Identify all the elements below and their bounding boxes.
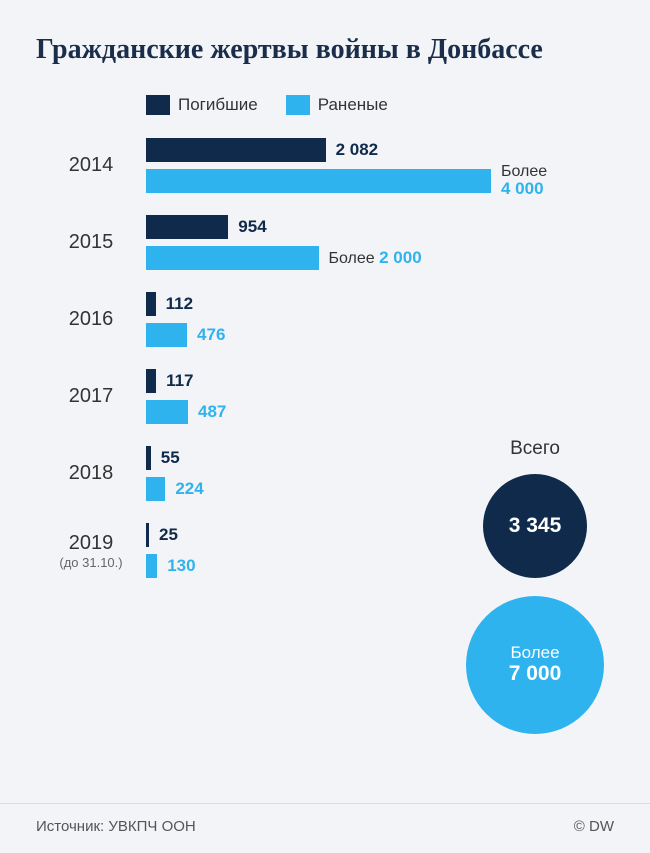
bar-deaths: [146, 292, 156, 316]
chart-row: 2016112476: [36, 291, 614, 348]
source-text: Источник: УВКПЧ ООН: [36, 818, 196, 835]
year-label: 2015: [36, 231, 146, 254]
bar-label-deaths: 954: [238, 218, 266, 237]
bar-deaths: [146, 138, 326, 162]
chart-title: Гражданские жертвы войны в Донбассе: [36, 32, 614, 67]
bar-label-deaths: 25: [159, 526, 178, 545]
bar-label-deaths: 2 082: [336, 141, 379, 160]
bar-group: 954 Более 2 000: [146, 214, 614, 271]
bar-deaths: [146, 523, 149, 547]
bar-line-deaths: 954: [146, 214, 614, 240]
bar-line-wounded: 476: [146, 322, 614, 348]
chart-row: 2017 117 487: [36, 368, 614, 425]
totals-block: Всего 3 345 Более 7 000: [466, 438, 604, 752]
year-label: 2014: [36, 154, 146, 177]
bar-label-wounded: Более 2 000: [329, 249, 422, 268]
totals-deaths-value: 3 345: [509, 513, 562, 538]
totals-wounded-prefix: Более: [510, 644, 559, 661]
legend-item-wounded: Раненые: [286, 95, 388, 115]
bar-wounded: [146, 554, 157, 578]
totals-circle-deaths: 3 345: [483, 474, 587, 578]
bar-wounded: [146, 400, 188, 424]
year-label: 2018: [36, 462, 146, 485]
bar-deaths: [146, 215, 228, 239]
year-label: 2019(до 31.10.): [36, 532, 146, 570]
legend-swatch-wounded: [286, 95, 310, 115]
bar-group: 117 487: [146, 368, 614, 425]
bar-line-wounded: 487: [146, 399, 614, 425]
bar-wounded: [146, 169, 491, 193]
footer: Источник: УВКПЧ ООН © DW: [0, 803, 650, 853]
credit-text: © DW: [574, 818, 614, 835]
legend: Погибшие Раненые: [146, 95, 614, 115]
bar-label-wounded: 224: [175, 480, 203, 499]
bar-line-deaths: 2 082: [146, 137, 614, 163]
legend-label-deaths: Погибшие: [178, 95, 258, 115]
bar-label-wounded: Более4 000: [501, 163, 547, 199]
year-label: 2016: [36, 308, 146, 331]
bar-group: 2 082 Более4 000: [146, 137, 614, 194]
bar-line-deaths: 112: [146, 291, 614, 317]
legend-label-wounded: Раненые: [318, 95, 388, 115]
year-label: 2017: [36, 385, 146, 408]
bar-wounded: [146, 246, 319, 270]
bar-line-wounded: Более4 000: [146, 168, 614, 194]
chart-row: 2014 2 082 Более4 000: [36, 137, 614, 194]
legend-item-deaths: Погибшие: [146, 95, 258, 115]
bar-label-wounded: 487: [198, 403, 226, 422]
chart-row: 2015 954 Более 2 000: [36, 214, 614, 271]
bar-label-wounded: 130: [167, 557, 195, 576]
legend-swatch-deaths: [146, 95, 170, 115]
bar-group: 112476: [146, 291, 614, 348]
bar-line-wounded: Более 2 000: [146, 245, 614, 271]
bar-label-deaths: 55: [161, 449, 180, 468]
bar-deaths: [146, 446, 151, 470]
totals-wounded-value: 7 000: [509, 661, 562, 686]
bar-label-deaths: 117: [166, 372, 193, 391]
bar-label-deaths: 112: [166, 295, 193, 314]
bar-line-deaths: 117: [146, 368, 614, 394]
totals-title: Всего: [466, 438, 604, 460]
totals-circle-wounded: Более 7 000: [466, 596, 604, 734]
bar-wounded: [146, 477, 165, 501]
bar-wounded: [146, 323, 187, 347]
bar-deaths: [146, 369, 156, 393]
bar-label-wounded: 476: [197, 326, 225, 345]
